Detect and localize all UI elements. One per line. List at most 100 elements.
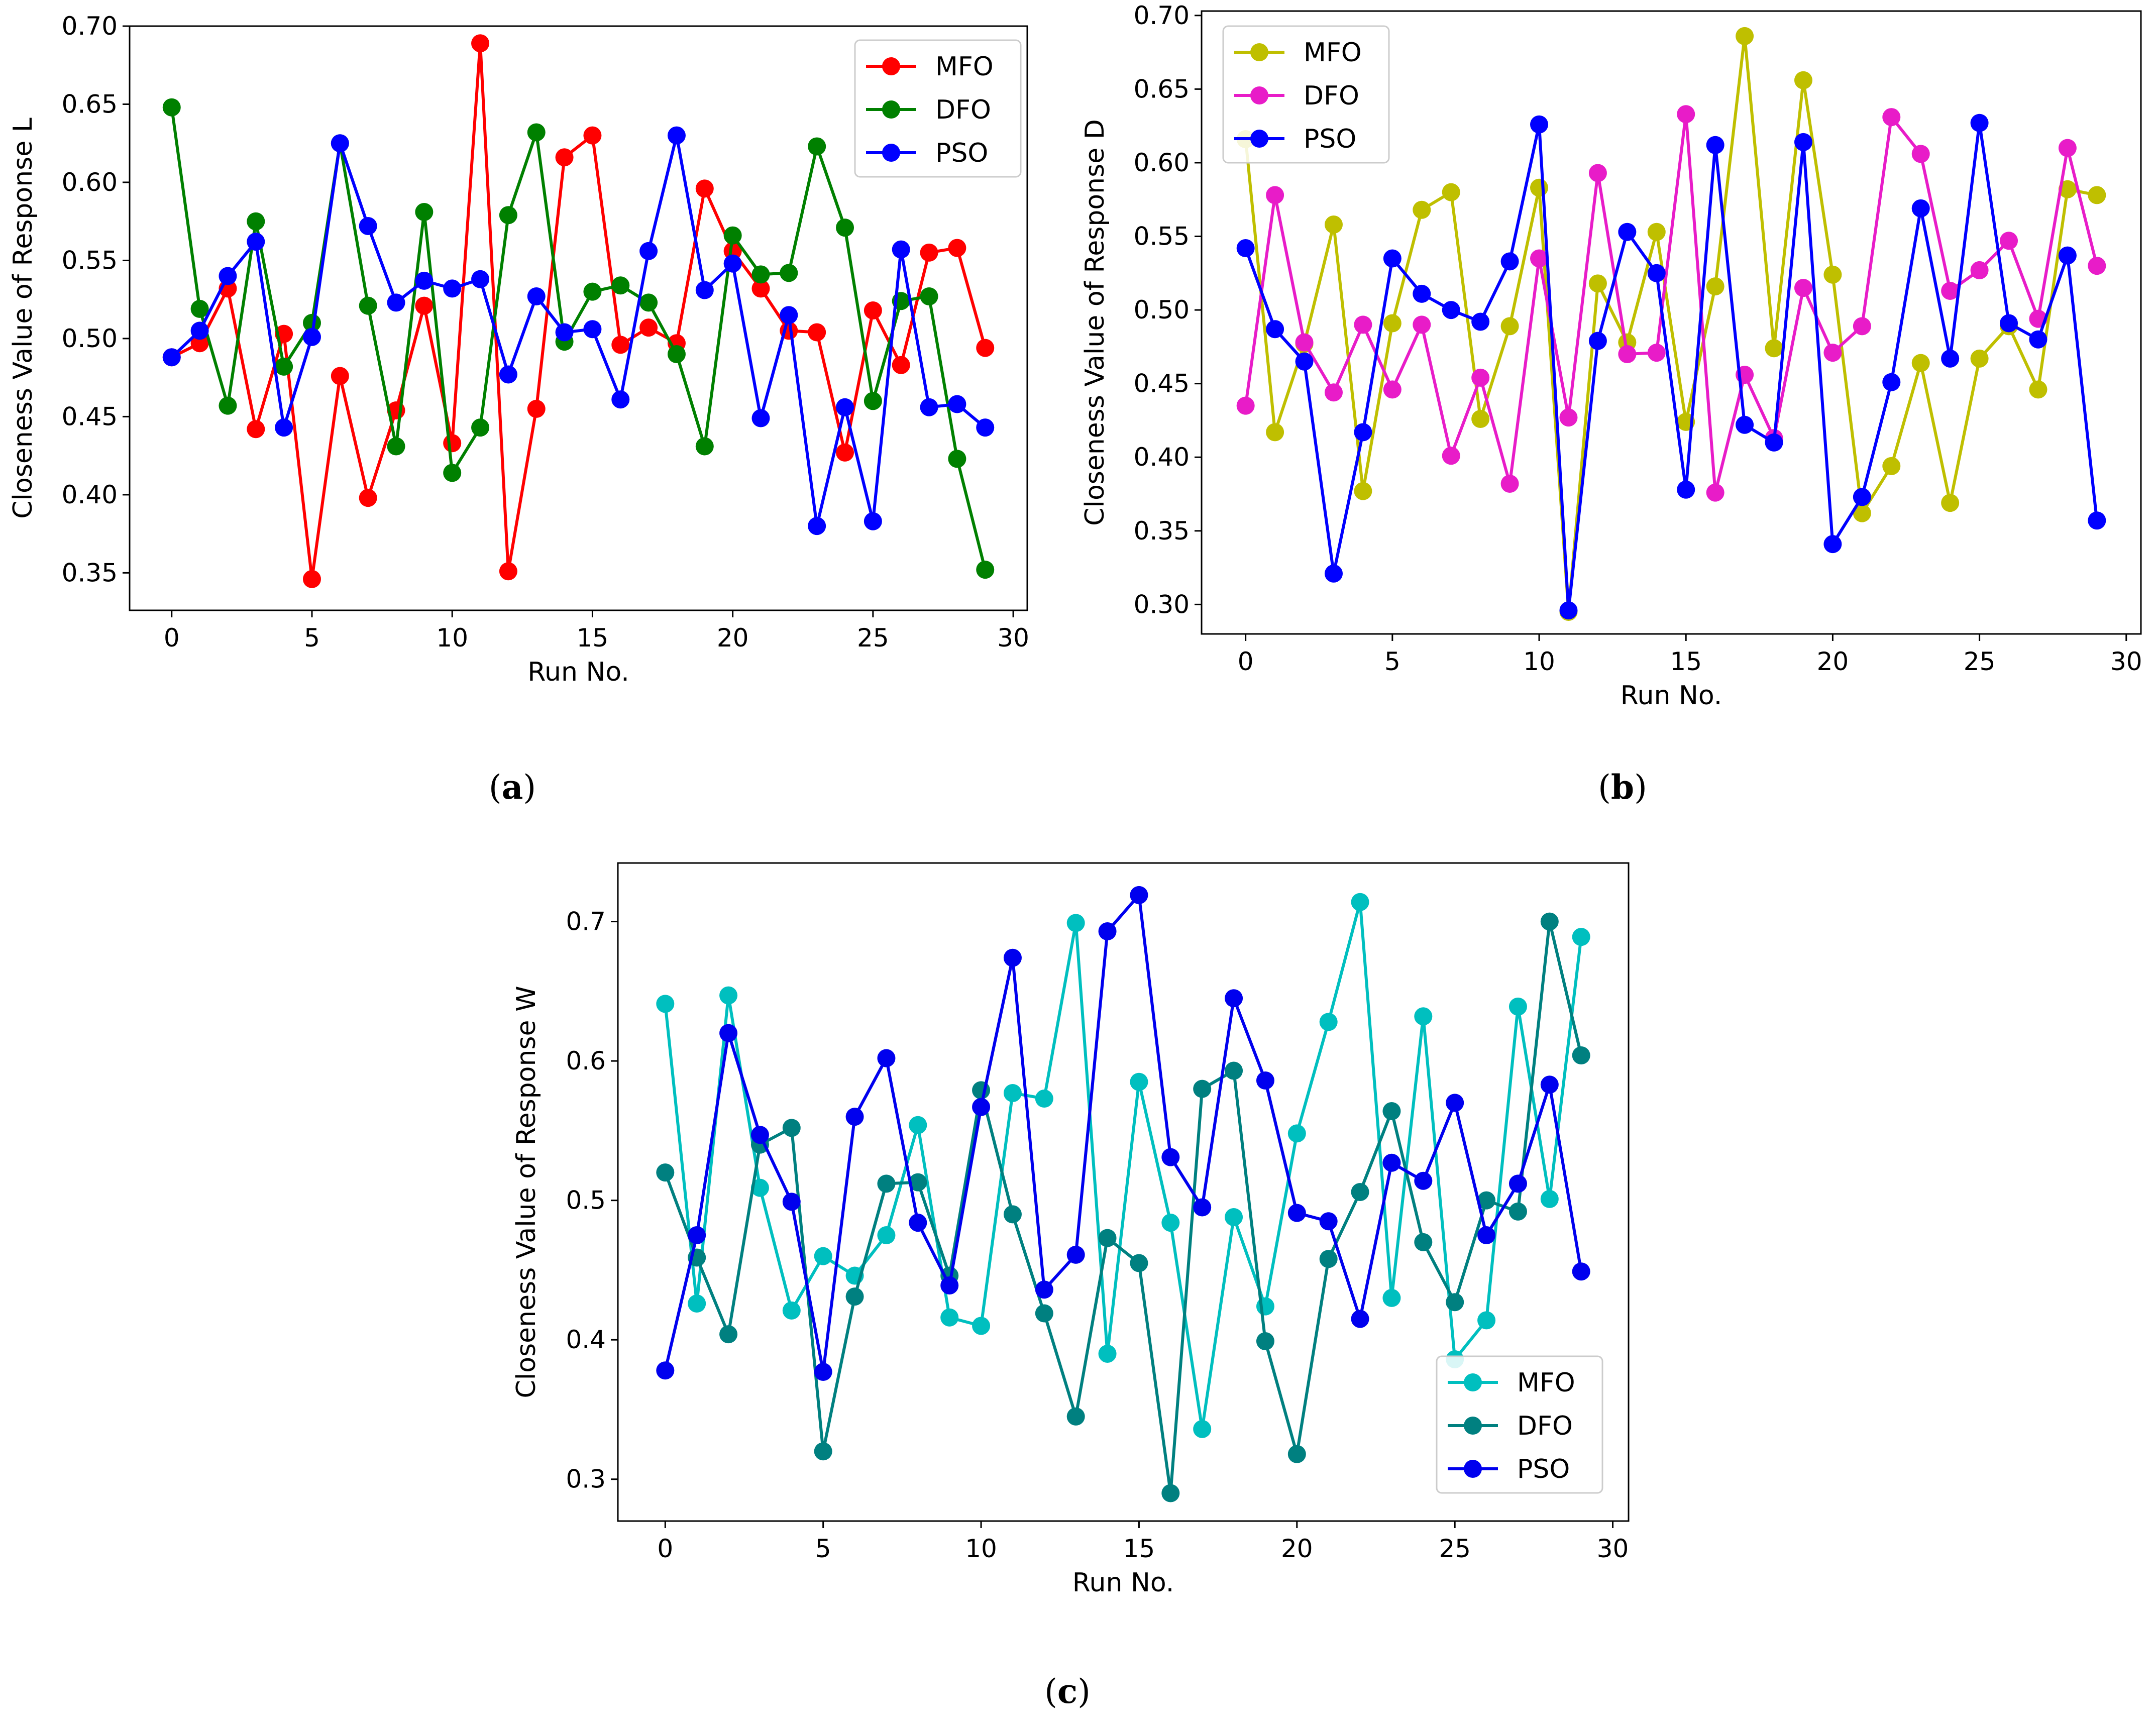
y-tick-label: 0.7 xyxy=(566,907,606,936)
x-tick-label: 25 xyxy=(1439,1534,1471,1563)
data-point-pso xyxy=(331,134,349,153)
data-point-mfo xyxy=(1287,1124,1306,1143)
data-point-mfo xyxy=(892,356,910,374)
data-point-dfo xyxy=(583,282,602,301)
data-point-mfo xyxy=(1970,349,1989,368)
data-point-mfo xyxy=(1471,410,1490,428)
data-point-mfo xyxy=(527,399,546,418)
data-point-mfo xyxy=(331,367,349,385)
legend-label-mfo: MFO xyxy=(1517,1368,1575,1398)
data-point-mfo xyxy=(814,1247,832,1265)
y-tick-label: 0.45 xyxy=(1134,369,1190,398)
data-point-pso xyxy=(1319,1212,1338,1231)
data-point-dfo xyxy=(639,293,658,312)
series-mfo xyxy=(162,34,995,588)
data-point-dfo xyxy=(471,418,490,437)
data-point-mfo xyxy=(1706,277,1724,296)
data-point-dfo xyxy=(1572,1046,1590,1065)
data-point-mfo xyxy=(1572,928,1590,946)
caption-paren-close: ) xyxy=(1077,1672,1091,1711)
data-point-mfo xyxy=(1382,1288,1401,1307)
legend-marker-mfo xyxy=(882,57,900,75)
data-point-mfo xyxy=(1477,1311,1496,1330)
data-point-pso xyxy=(1266,320,1284,339)
data-point-pso xyxy=(1765,433,1783,452)
x-tick-label: 20 xyxy=(717,623,749,653)
data-point-pso xyxy=(275,418,293,437)
data-point-mfo xyxy=(948,239,966,257)
data-point-pso xyxy=(1442,301,1460,319)
data-point-pso xyxy=(909,1214,927,1232)
data-point-dfo xyxy=(751,265,770,284)
data-point-pso xyxy=(1382,1153,1401,1172)
legend-label-dfo: DFO xyxy=(935,95,991,125)
data-point-pso xyxy=(415,271,434,290)
data-point-dfo xyxy=(948,450,966,468)
x-axis-label: Run No. xyxy=(1621,681,1722,711)
data-point-pso xyxy=(1477,1226,1496,1245)
data-point-mfo xyxy=(1351,893,1369,911)
data-point-dfo xyxy=(359,296,377,315)
data-point-dfo xyxy=(1161,1484,1180,1502)
series-line-pso xyxy=(1244,121,2099,612)
data-point-pso xyxy=(1706,136,1724,154)
data-point-mfo xyxy=(1324,215,1343,234)
x-tick-label: 15 xyxy=(1123,1534,1155,1563)
data-point-dfo xyxy=(499,206,517,225)
data-point-mfo xyxy=(723,242,742,260)
data-point-mfo xyxy=(688,1294,706,1313)
y-tick-label: 0.65 xyxy=(1134,74,1190,103)
data-point-pso xyxy=(845,1108,864,1126)
x-tick-label: 10 xyxy=(1523,647,1555,676)
data-point-dfo xyxy=(1324,383,1343,402)
legend-box xyxy=(1222,25,1390,164)
data-point-pso xyxy=(162,348,181,367)
data-point-pso xyxy=(443,279,462,298)
data-point-dfo xyxy=(415,203,434,222)
plot-frame xyxy=(617,862,1630,1522)
data-point-dfo xyxy=(1256,1332,1274,1350)
data-point-pso xyxy=(1677,480,1695,499)
y-tick-label: 0.65 xyxy=(62,89,118,119)
data-point-mfo xyxy=(2088,186,2106,204)
data-point-dfo xyxy=(1500,474,1519,493)
data-point-dfo xyxy=(1559,408,1578,427)
data-point-pso xyxy=(864,512,882,530)
x-tick-label: 10 xyxy=(436,623,468,653)
data-point-mfo xyxy=(639,318,658,337)
data-point-mfo xyxy=(499,562,517,581)
data-point-dfo xyxy=(920,287,938,305)
data-point-dfo xyxy=(611,276,630,295)
data-point-pso xyxy=(1736,415,1754,434)
data-point-pso xyxy=(688,1226,706,1245)
data-point-pso xyxy=(1530,115,1549,134)
data-point-pso xyxy=(920,398,938,416)
data-point-mfo xyxy=(1035,1090,1053,1108)
data-point-pso xyxy=(1035,1280,1053,1299)
x-tick-label: 30 xyxy=(997,623,1029,653)
x-tick-label: 20 xyxy=(1817,647,1849,676)
data-point-pso xyxy=(1540,1075,1559,1094)
data-point-pso xyxy=(892,240,910,259)
data-point-dfo xyxy=(976,561,995,579)
data-point-dfo xyxy=(782,1119,801,1137)
data-point-mfo xyxy=(1413,200,1431,219)
data-point-dfo xyxy=(1193,1080,1212,1098)
data-point-pso xyxy=(2088,511,2106,530)
x-tick-label: 15 xyxy=(577,623,609,653)
data-point-dfo xyxy=(845,1287,864,1306)
legend-label-mfo: MFO xyxy=(935,52,994,82)
y-tick-label: 0.35 xyxy=(62,558,118,587)
y-tick-label: 0.55 xyxy=(62,246,118,275)
chart-b: 0 5 10 15 20 25 30 0.30 0.35 0.40 0.45 0.50 0.55 0.60… xyxy=(1080,1,2142,807)
data-point-pso xyxy=(656,1361,675,1380)
y-tick-label: 0.70 xyxy=(62,12,118,41)
data-point-mfo xyxy=(1266,423,1284,442)
data-point-dfo xyxy=(1941,281,1960,300)
data-point-pso xyxy=(1508,1174,1527,1193)
data-point-pso xyxy=(877,1049,896,1067)
y-tick-label: 0.45 xyxy=(62,402,118,431)
data-point-mfo xyxy=(611,336,630,354)
data-point-mfo xyxy=(1414,1007,1433,1026)
data-point-dfo xyxy=(877,1174,896,1193)
